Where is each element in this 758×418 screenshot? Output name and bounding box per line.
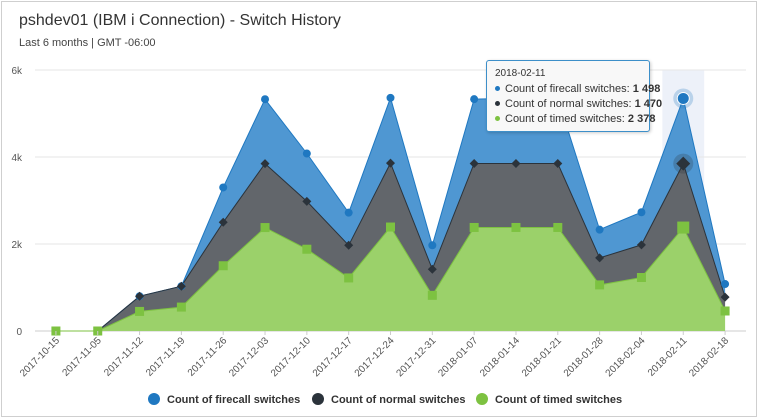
timed-point[interactable] <box>302 244 312 254</box>
chart-tooltip: 2018-02-11 Count of firecall switches: 1… <box>486 60 662 132</box>
firecall-point[interactable] <box>219 183 228 192</box>
tooltip-row-firecall: Count of firecall switches: 1 498 <box>495 83 660 95</box>
x-tick-label: 2018-01-07 <box>436 335 480 379</box>
legend-normal-icon <box>312 393 324 405</box>
timed-point[interactable] <box>636 272 646 282</box>
x-tick-label: 2017-11-26 <box>186 335 230 379</box>
tooltip-label-firecall: Count of firecall switches: <box>505 83 630 95</box>
firecall-point[interactable] <box>721 280 730 289</box>
normal-point[interactable] <box>176 281 186 291</box>
timed-point[interactable] <box>595 280 605 290</box>
series-firecall-area <box>55 97 726 331</box>
timed-point[interactable] <box>218 261 228 271</box>
firecall-point[interactable] <box>595 225 604 234</box>
x-tick-label: 2017-11-05 <box>60 335 104 379</box>
timed-dot-icon <box>495 115 500 121</box>
x-tick-label: 2018-01-28 <box>562 335 606 379</box>
firecall-point[interactable] <box>344 208 353 217</box>
timed-point[interactable] <box>176 302 186 312</box>
legend-item-label[interactable]: Count of timed switches <box>495 394 622 406</box>
series-normal-area <box>55 163 726 331</box>
y-tick-label: 2k <box>11 240 23 251</box>
normal-point[interactable] <box>218 217 228 227</box>
x-tick-label: 2018-01-21 <box>520 335 564 379</box>
normal-point[interactable] <box>720 292 730 302</box>
normal-point[interactable] <box>135 291 145 301</box>
timed-point[interactable] <box>720 306 730 316</box>
series-timed-area <box>55 227 726 331</box>
normal-point[interactable] <box>676 156 691 171</box>
firecall-point[interactable] <box>676 91 690 105</box>
firecall-point[interactable] <box>428 241 437 250</box>
tooltip-row-normal: Count of normal switches: 1 470 <box>495 98 662 110</box>
firecall-dot-icon <box>495 85 500 91</box>
x-tick-label: 2017-11-19 <box>144 335 188 379</box>
normal-point[interactable] <box>469 159 479 169</box>
firecall-point[interactable] <box>386 93 395 102</box>
normal-point[interactable] <box>427 264 437 274</box>
x-tick-label: 2017-12-31 <box>394 335 438 379</box>
tooltip-value-firecall: 1 498 <box>632 83 661 95</box>
legend-timed-icon <box>476 393 488 405</box>
legend-item-label[interactable]: Count of firecall switches <box>167 394 300 406</box>
tooltip-value-timed: 2 378 <box>627 113 656 125</box>
tooltip-value-normal: 1 470 <box>634 98 663 110</box>
x-tick-label: 2018-02-04 <box>604 335 648 379</box>
timed-point[interactable] <box>469 222 479 232</box>
tooltip-row-timed: Count of timed switches: 2 378 <box>495 113 655 125</box>
tooltip-label-normal: Count of normal switches: <box>505 98 632 110</box>
x-tick-label: 2017-11-12 <box>102 335 146 379</box>
normal-point[interactable] <box>344 240 354 250</box>
timed-point[interactable] <box>386 222 395 232</box>
x-tick-label: 2018-02-11 <box>646 335 690 379</box>
timed-point[interactable] <box>677 221 690 234</box>
firecall-point[interactable] <box>637 208 646 217</box>
chart-subtitle: Last 6 months | GMT -06:00 <box>19 37 156 49</box>
timed-point[interactable] <box>260 223 270 233</box>
normal-dot-icon <box>495 100 500 106</box>
y-tick-label: 0 <box>16 327 22 338</box>
x-tick-label: 2017-12-03 <box>227 335 271 379</box>
x-tick-label: 2017-12-24 <box>353 335 397 379</box>
x-tick-label: 2017-12-17 <box>311 335 355 379</box>
x-tick-label: 2017-12-10 <box>269 335 313 379</box>
y-tick-label: 6k <box>11 66 23 77</box>
normal-point[interactable] <box>302 196 312 206</box>
x-tick-label: 2018-02-18 <box>687 335 731 379</box>
timed-point[interactable] <box>135 306 145 316</box>
tooltip-date: 2018-02-11 <box>495 68 546 79</box>
normal-point[interactable] <box>595 253 605 263</box>
firecall-point[interactable] <box>470 95 479 104</box>
normal-point[interactable] <box>636 240 646 250</box>
normal-point[interactable] <box>386 158 395 168</box>
firecall-point[interactable] <box>261 95 270 104</box>
timed-point[interactable] <box>344 273 354 283</box>
legend-firecall-icon <box>148 393 160 405</box>
y-tick-label: 4k <box>11 153 23 164</box>
x-tick-label: 2018-01-14 <box>478 335 522 379</box>
tooltip-label-timed: Count of timed switches: <box>505 113 625 125</box>
timed-point[interactable] <box>511 222 521 232</box>
normal-point[interactable] <box>260 159 270 169</box>
normal-point[interactable] <box>553 159 563 169</box>
timed-point[interactable] <box>553 222 563 232</box>
normal-point[interactable] <box>511 159 521 169</box>
chart-title: pshdev01 (IBM i Connection) - Switch His… <box>19 12 341 29</box>
x-tick-label: 2017-10-15 <box>18 335 62 379</box>
legend-item-label[interactable]: Count of normal switches <box>331 394 465 406</box>
timed-point[interactable] <box>427 290 437 300</box>
firecall-point[interactable] <box>302 149 311 158</box>
